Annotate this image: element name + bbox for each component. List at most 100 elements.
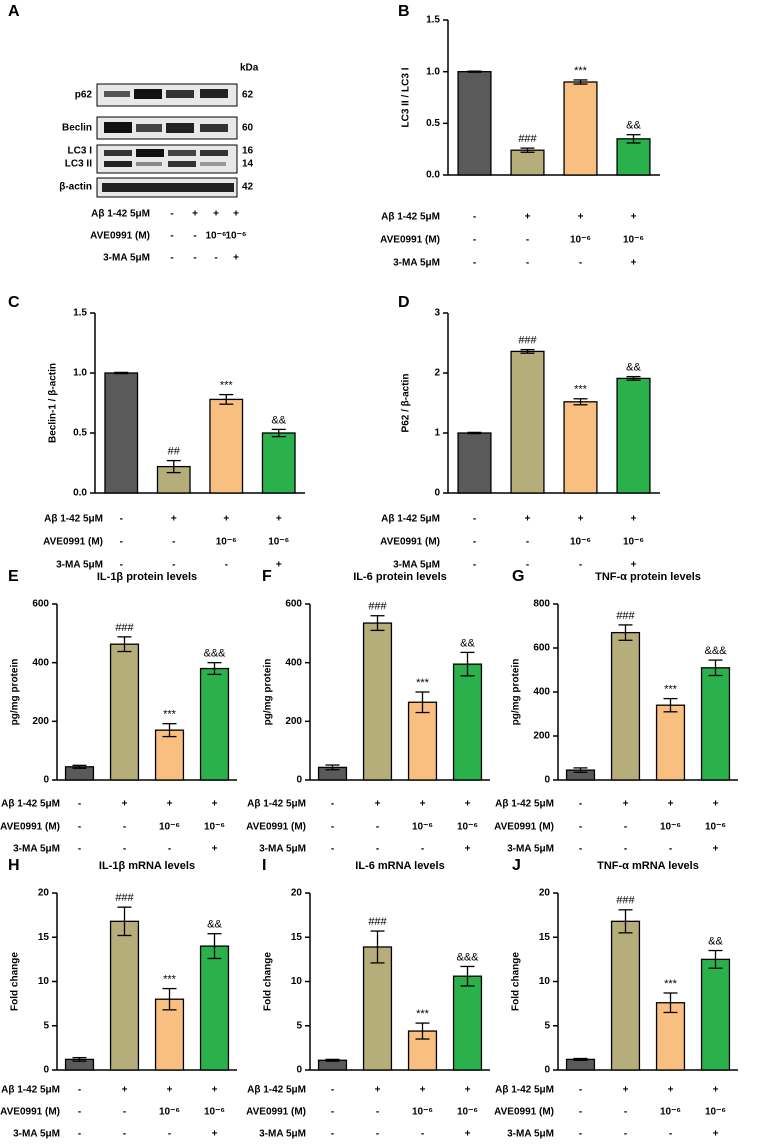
condition-value: -: [473, 514, 476, 525]
chart-title: IL-6 mRNA levels: [355, 860, 444, 872]
bar: [700, 667, 731, 781]
condition-label: AVE0991 (M): [494, 822, 554, 833]
bar: [109, 920, 140, 1071]
condition-value: -: [473, 258, 476, 269]
condition-value: +: [713, 1085, 719, 1096]
bar: [510, 350, 545, 494]
condition-value: -: [669, 1129, 672, 1140]
condition-value: -: [170, 231, 173, 242]
condition-value: 10⁻⁶: [705, 1107, 726, 1118]
y-tick-label: 0: [544, 775, 550, 786]
condition-value: -: [78, 799, 81, 810]
condition-value: +: [578, 212, 584, 223]
condition-value: 10⁻⁶: [457, 1107, 478, 1118]
condition-value: -: [331, 1085, 334, 1096]
condition-value: 10⁻⁶: [205, 231, 226, 242]
condition-label: 3-MA 5μM: [393, 560, 440, 571]
condition-value: -: [120, 514, 123, 525]
condition-value: -: [172, 560, 175, 571]
y-tick-label: 20: [38, 888, 50, 899]
condition-label: Aβ 1-42 5μM: [91, 209, 150, 220]
condition-value: 10⁻⁶: [457, 822, 478, 833]
condition-value: +: [233, 253, 239, 264]
condition-value: -: [421, 844, 424, 855]
condition-value: -: [579, 822, 582, 833]
condition-value: +: [212, 1129, 218, 1140]
condition-value: 10⁻⁶: [159, 1107, 180, 1118]
condition-value: -: [331, 1107, 334, 1118]
panel-letter: A: [8, 3, 20, 20]
condition-value: -: [78, 1129, 81, 1140]
condition-value: -: [331, 1129, 334, 1140]
y-tick-label: 0: [296, 1065, 302, 1076]
condition-value: +: [122, 799, 128, 810]
significance: ***: [574, 384, 588, 396]
condition-label: AVE0991 (M): [246, 822, 306, 833]
y-axis-label: Beclin-1 / β-actin: [48, 363, 59, 443]
y-tick-label: 10: [539, 976, 551, 987]
condition-value: -: [376, 1129, 379, 1140]
significance: ***: [416, 1008, 430, 1020]
y-tick-label: 0.0: [73, 488, 87, 499]
significance: ***: [163, 973, 177, 985]
condition-label: 3-MA 5μM: [56, 560, 103, 571]
condition-value: -: [624, 844, 627, 855]
condition-label: AVE0991 (M): [0, 1107, 60, 1118]
condition-value: +: [668, 1085, 674, 1096]
significance: &&: [207, 919, 222, 931]
panel-letter: G: [512, 568, 524, 585]
panel-letter: H: [8, 857, 20, 874]
y-axis-label: pg/mg protein: [10, 659, 21, 726]
y-tick-label: 15: [291, 932, 303, 943]
bar: [616, 377, 651, 494]
condition-value: -: [193, 253, 196, 264]
y-tick-label: 20: [539, 888, 551, 899]
condition-label: 3-MA 5μM: [507, 844, 554, 855]
condition-label: Aβ 1-42 5μM: [247, 799, 306, 810]
condition-value: +: [465, 1085, 471, 1096]
y-axis-label: Fold change: [10, 952, 21, 1011]
y-tick-label: 5: [43, 1020, 49, 1031]
condition-label: Aβ 1-42 5μM: [1, 799, 60, 810]
y-tick-label: 15: [539, 932, 551, 943]
condition-value: +: [212, 799, 218, 810]
bar: [610, 631, 641, 781]
condition-label: Aβ 1-42 5μM: [381, 514, 440, 525]
y-tick-label: 0: [544, 1065, 550, 1076]
y-tick-label: 1: [434, 428, 440, 439]
y-tick-label: 1.5: [73, 308, 87, 319]
condition-value: -: [331, 799, 334, 810]
panel-letter: I: [262, 857, 266, 874]
condition-value: -: [526, 537, 529, 548]
significance: ###: [518, 335, 537, 347]
y-tick-label: 600: [285, 599, 302, 610]
condition-value: +: [375, 799, 381, 810]
condition-value: +: [465, 799, 471, 810]
bar: [199, 667, 230, 781]
y-tick-label: 400: [32, 657, 49, 668]
y-axis-label: pg/mg protein: [511, 659, 522, 726]
condition-label: AVE0991 (M): [90, 231, 150, 242]
panel-letter: D: [398, 294, 410, 311]
condition-label: Aβ 1-42 5μM: [495, 799, 554, 810]
condition-value: +: [276, 514, 282, 525]
condition-value: +: [167, 1085, 173, 1096]
condition-value: -: [331, 844, 334, 855]
condition-value: -: [376, 822, 379, 833]
condition-label: 3-MA 5μM: [13, 844, 60, 855]
kda-value: 14: [242, 159, 254, 170]
condition-value: +: [525, 212, 531, 223]
condition-value: -: [168, 844, 171, 855]
y-axis-label: P62 / β-actin: [401, 374, 412, 433]
condition-value: -: [78, 1085, 81, 1096]
blot-label: β-actin: [59, 182, 92, 193]
significance: ###: [115, 622, 134, 634]
y-tick-label: 0.0: [426, 170, 440, 181]
condition-label: Aβ 1-42 5μM: [1, 1085, 60, 1096]
condition-label: AVE0991 (M): [380, 537, 440, 548]
significance: ***: [574, 65, 588, 77]
bar: [104, 372, 139, 494]
condition-label: AVE0991 (M): [0, 822, 60, 833]
blot-image: [96, 83, 238, 198]
